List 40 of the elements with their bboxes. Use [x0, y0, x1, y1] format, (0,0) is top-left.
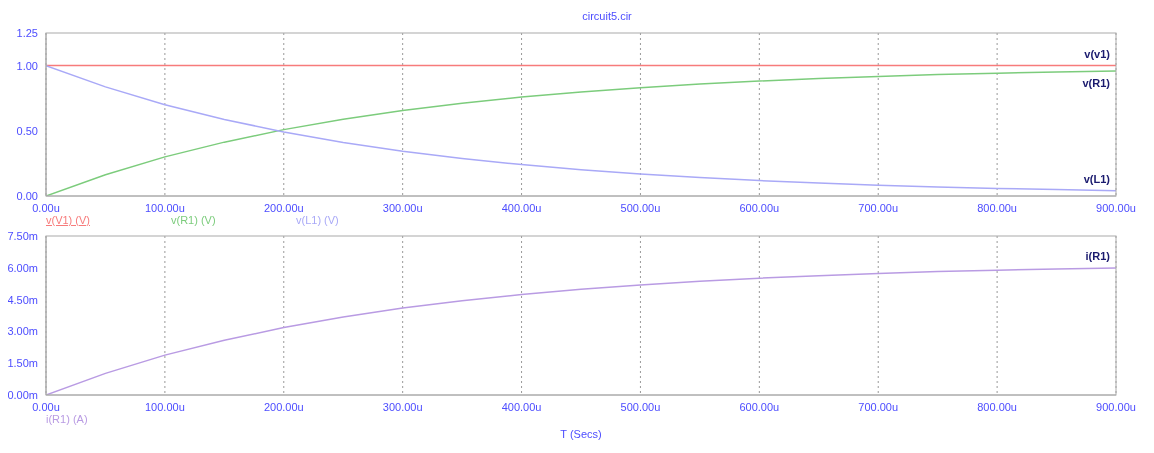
x-tick-label: 500.00u — [620, 400, 661, 413]
y-tick-label: 4.50m — [7, 293, 38, 306]
y-tick-label: 1.25 — [16, 26, 38, 39]
x-tick-label: 700.00u — [858, 201, 899, 214]
x-tick-label: 300.00u — [382, 400, 423, 413]
annotation: v(v1) — [1084, 47, 1111, 60]
x-tick-label: 500.00u — [620, 201, 661, 214]
series-label: i(R1) (A) — [46, 413, 89, 425]
x-tick-label: 900.00u — [1096, 201, 1136, 214]
x-tick-label: 900.00u — [1096, 400, 1136, 413]
x-tick-label: 600.00u — [739, 201, 780, 214]
x-tick-label: 100.00u — [145, 400, 185, 413]
text: v(R1) (V) — [171, 214, 217, 226]
annotation: v(R1) — [1082, 76, 1111, 89]
x-axis-title: T (Secs) — [560, 428, 602, 440]
x-tick-label: 0.00u — [32, 201, 60, 214]
y-tick-label: 0.00 — [16, 189, 38, 202]
text: v(V1) (V) — [46, 214, 91, 226]
x-tick-label: 300.00u — [382, 201, 423, 214]
x-tick-label: 700.00u — [858, 400, 899, 413]
y-tick-label: 7.50m — [7, 229, 38, 242]
y-tick-label: 0.00m — [7, 388, 38, 401]
annotation: v(L1) — [1083, 172, 1111, 185]
y-tick-label: 1.50m — [7, 357, 38, 370]
y-tick-label: 3.00m — [7, 325, 38, 338]
y-tick-label: 0.50 — [16, 124, 38, 137]
x-tick-label: 600.00u — [739, 400, 780, 413]
x-tick-label: 400.00u — [501, 400, 542, 413]
annotation: i(R1) — [1085, 250, 1111, 263]
y-tick-label: 6.00m — [7, 261, 38, 274]
x-tick-label: 0.00u — [32, 400, 60, 413]
x-tick-label: 800.00u — [977, 201, 1017, 214]
y-tick-label: 1.00 — [16, 59, 38, 72]
text: v(L1) (V) — [296, 214, 340, 226]
x-tick-label: 800.00u — [977, 400, 1017, 413]
chart-title: circuit5.cir — [581, 10, 633, 22]
x-tick-label: 200.00u — [263, 201, 304, 214]
x-tick-label: 100.00u — [145, 201, 185, 214]
x-tick-label: 200.00u — [263, 400, 304, 413]
x-tick-label: 400.00u — [501, 201, 542, 214]
